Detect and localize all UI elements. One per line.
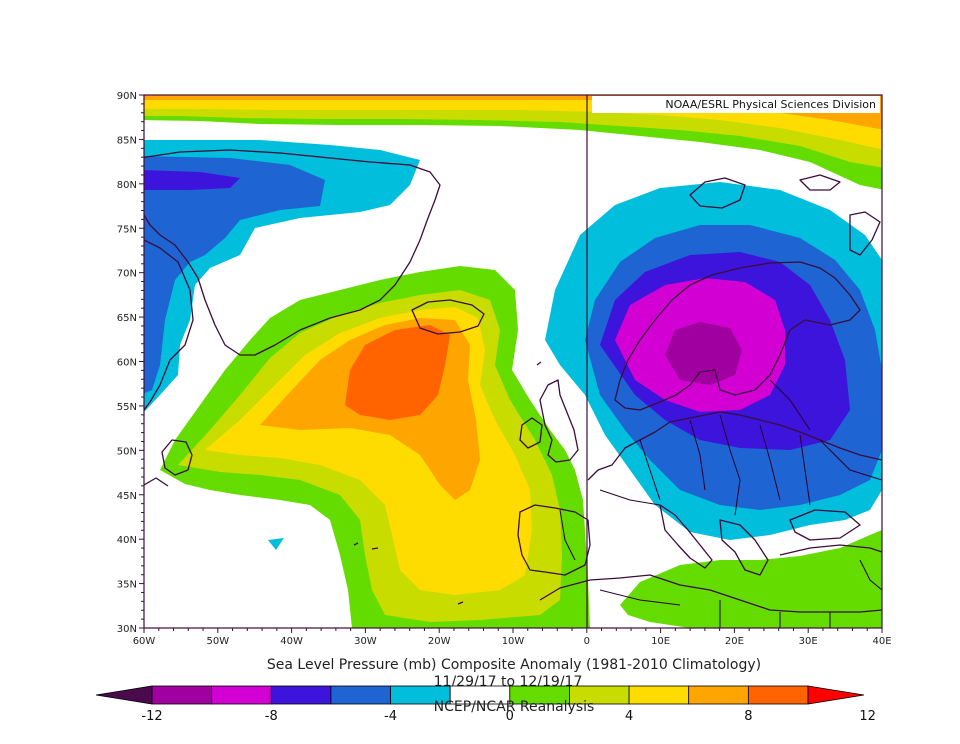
colorbar-segment: [270, 685, 332, 705]
coastline-svalbard: [689, 177, 746, 209]
coastline-europe: [587, 411, 882, 481]
lon-tick-label: 0: [584, 636, 590, 647]
colorbar-label: -12: [141, 709, 162, 724]
lat-tick-label: 55N: [117, 402, 137, 413]
colorbar-label: 8: [744, 709, 752, 724]
colorbar-label: 4: [625, 709, 633, 724]
coastline-faroe: [536, 361, 542, 366]
lat-tick-label: 65N: [117, 313, 137, 324]
coastline-great-britain: [539, 379, 579, 463]
coastlines: [144, 149, 882, 613]
lon-tick-label: 30E: [799, 636, 818, 647]
colorbar: -12 -8 -4 0 4 8 12: [95, 685, 876, 724]
lat-tick-label: 80N: [117, 180, 137, 191]
coastline-balkans: [719, 519, 769, 576]
colorbar-segment: [628, 685, 690, 705]
coastline-nova-scotia: [144, 477, 169, 487]
political-borders: [559, 379, 882, 628]
lat-tick-label: 90N: [117, 91, 137, 102]
coastline-black-sea: [789, 509, 861, 541]
colorbar-segment: [151, 685, 213, 705]
colorbar-segment: [688, 685, 749, 705]
lat-tick-label: 50N: [117, 446, 137, 457]
colorbar-label: -4: [384, 709, 397, 724]
coastline-labrador: [144, 239, 194, 411]
colorbar-segment: [211, 685, 272, 705]
lat-tick-label: 40N: [117, 535, 137, 546]
coastline-iberia: [517, 504, 591, 576]
small-low-contour: [268, 538, 284, 550]
lon-tick-label: 40W: [280, 636, 303, 647]
coastline-turkey: [779, 544, 882, 556]
coastline-azores: [353, 542, 379, 550]
lon-tick-label: 20E: [725, 636, 744, 647]
colorbar-label: 12: [859, 709, 876, 724]
coastline-franz-josef: [799, 174, 841, 191]
lon-tick-label: 50W: [206, 636, 229, 647]
lon-tick-label: 10E: [651, 636, 670, 647]
greenland-low-contours: [144, 140, 420, 412]
coastline-newfoundland: [161, 439, 193, 476]
coastline-iceland: [411, 299, 485, 335]
colorbar-segment: [747, 685, 809, 705]
colorbar-label: 0: [506, 709, 514, 724]
credit-background: [592, 96, 880, 113]
coastline-greenland: [144, 149, 441, 356]
colorbar-segment: [330, 685, 391, 705]
coastline-italy: [659, 504, 713, 569]
mediterranean-high-contour: [620, 530, 882, 628]
lon-tick-label: 60W: [133, 636, 156, 647]
axes: 60W 50W 40W 30W 20W 10W 0 10E 20E 30E 40E 90N 85N 80N…: [117, 91, 892, 647]
lon-tick-label: 20W: [428, 636, 451, 647]
credit-box: NOAA/ESRL Physical Sciences Division: [592, 96, 880, 113]
lat-tick-label: 70N: [117, 269, 137, 280]
lat-tick-label: 60N: [117, 358, 137, 369]
caption-title: Sea Level Pressure (mb) Composite Anomal…: [267, 657, 761, 673]
colorbar-low-arrow: [95, 685, 153, 705]
credit-text: NOAA/ESRL Physical Sciences Division: [665, 98, 876, 111]
lon-tick-label: 10W: [502, 636, 525, 647]
coastline-ireland: [519, 417, 543, 449]
lon-tick-label: 40E: [872, 636, 891, 647]
coastline-madeira: [457, 601, 464, 605]
coastline-scandinavia: [614, 261, 861, 411]
lat-tick-label: 45N: [117, 491, 137, 502]
lat-tick-label: 75N: [117, 224, 137, 235]
colorbar-label: -8: [265, 709, 278, 724]
atlantic-high-contours: [160, 266, 590, 628]
coastline-novaya-zemlya: [849, 211, 881, 256]
lat-tick-label: 35N: [117, 580, 137, 591]
lat-tick-label: 30N: [117, 624, 137, 635]
caption-source: NCEP/NCAR Reanalysis: [434, 699, 595, 715]
lat-tick-label: 85N: [117, 135, 137, 146]
plot-area: [144, 95, 882, 628]
colorbar-high-arrow: [807, 685, 865, 705]
lon-tick-label: 30W: [354, 636, 377, 647]
